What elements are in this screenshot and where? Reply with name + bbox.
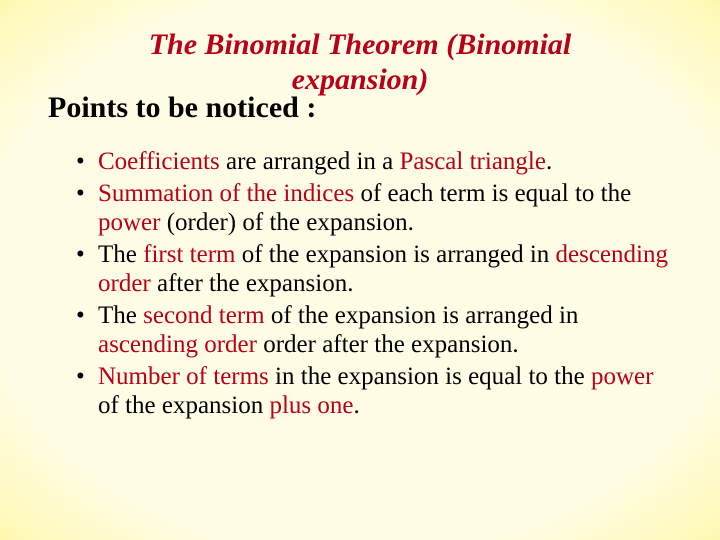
highlight-text: Pascal triangle — [399, 148, 545, 175]
list-item: Coefficients are arranged in a Pascal tr… — [76, 147, 672, 177]
body-text: of the expansion — [98, 392, 269, 419]
body-text: (order) of the expansion. — [160, 209, 413, 236]
body-text: . — [354, 392, 360, 419]
body-text: of the expansion is arranged in — [265, 302, 579, 329]
highlight-text: second term — [143, 302, 264, 329]
body-text: after the expansion. — [151, 270, 354, 297]
highlight-text: ascending order — [98, 331, 257, 358]
body-text: . — [546, 148, 552, 175]
body-text: in the expansion is equal to the — [269, 363, 591, 390]
highlight-text: first term — [143, 241, 235, 268]
slide-title: The Binomial Theorem (Binomial expansion… — [48, 28, 672, 97]
body-text: of each term is equal to the — [354, 180, 631, 207]
body-text: order after the expansion. — [257, 331, 519, 358]
title-line-1: The Binomial Theorem (Binomial — [149, 28, 572, 61]
highlight-text: Number of terms — [98, 363, 269, 390]
highlight-text: power — [98, 209, 160, 236]
highlight-text: Coefficients — [98, 148, 220, 175]
body-text: are arranged in a — [220, 148, 400, 175]
bullet-list: Coefficients are arranged in a Pascal tr… — [48, 147, 672, 421]
list-item: The second term of the expansion is arra… — [76, 301, 672, 360]
highlight-text: power — [591, 363, 653, 390]
body-text: of the expansion is arranged in — [235, 241, 555, 268]
body-text: The — [98, 241, 143, 268]
list-item: Number of terms in the expansion is equa… — [76, 362, 672, 421]
body-text: The — [98, 302, 143, 329]
highlight-text: Summation of the indices — [98, 180, 354, 207]
list-item: The first term of the expansion is arran… — [76, 240, 672, 299]
highlight-text: plus one — [269, 392, 353, 419]
list-item: Summation of the indices of each term is… — [76, 179, 672, 238]
